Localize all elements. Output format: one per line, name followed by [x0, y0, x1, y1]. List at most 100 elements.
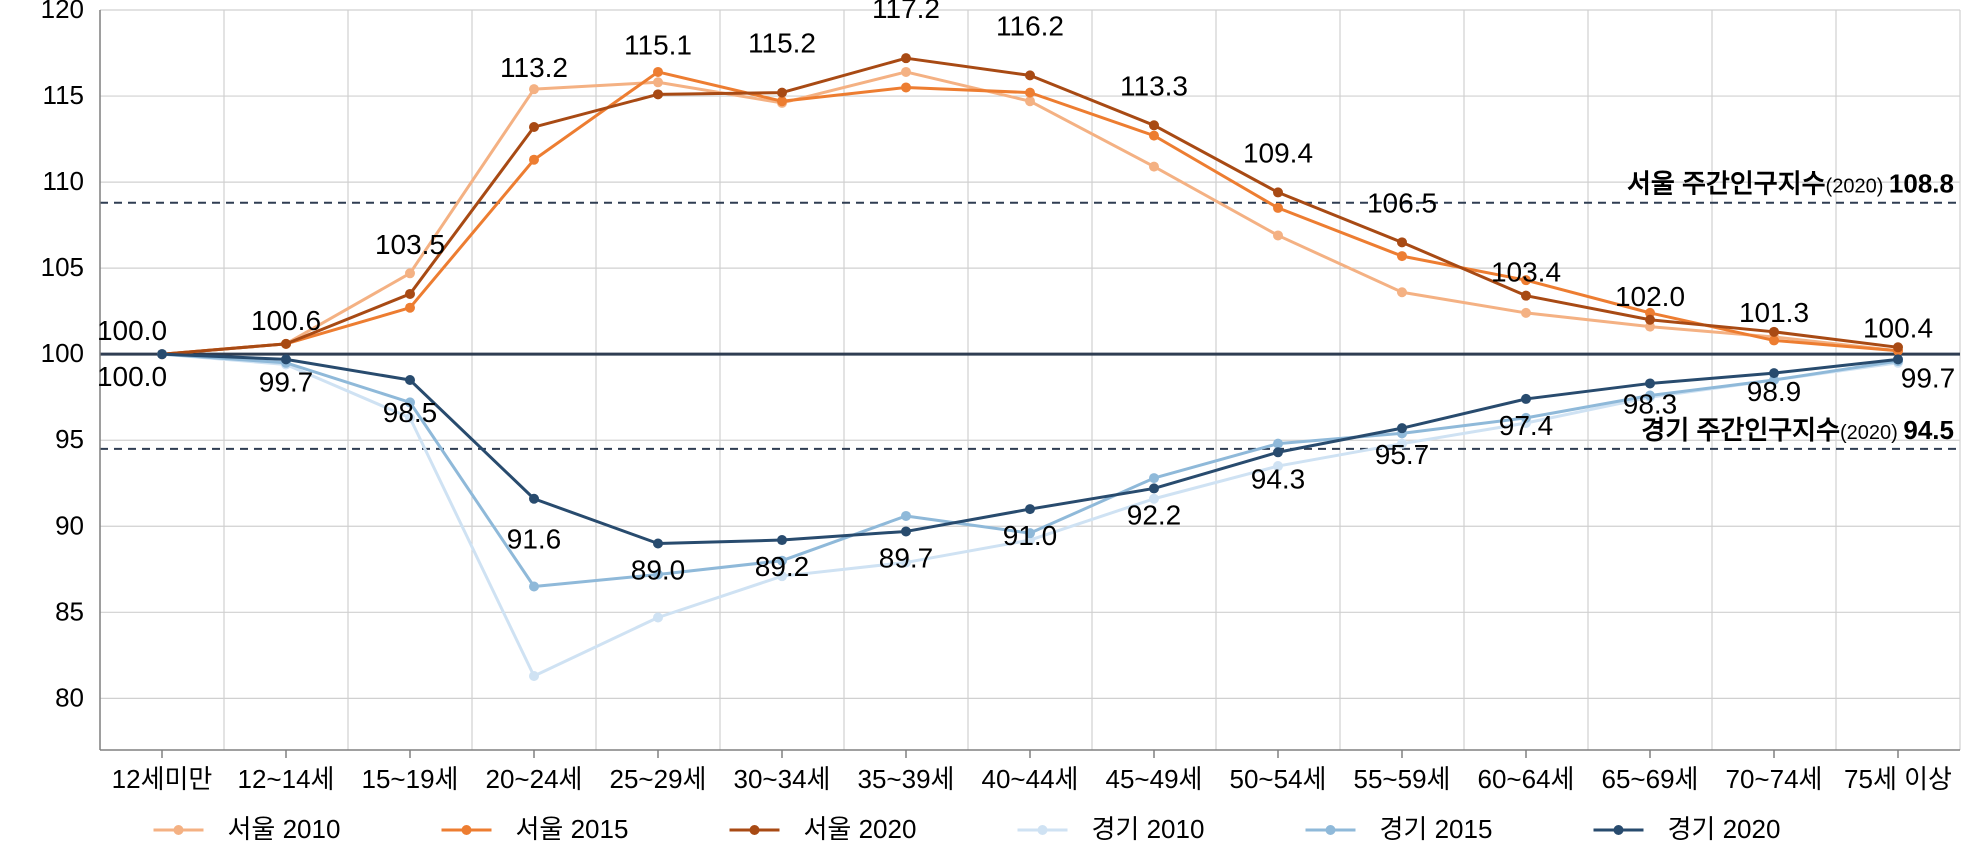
value-label-top: 100.4	[1863, 312, 1933, 343]
x-tick-label: 30~34세	[734, 764, 831, 794]
x-tick-label: 15~19세	[362, 764, 459, 794]
value-label-top: 117.2	[872, 0, 940, 24]
data-point	[901, 526, 911, 536]
legend-label: 서울 2015	[516, 814, 629, 844]
data-point	[1025, 504, 1035, 514]
data-point	[405, 303, 415, 313]
data-point	[1769, 327, 1779, 337]
data-point	[653, 77, 663, 87]
value-label-bottom: 92.2	[1127, 499, 1182, 530]
value-label-bottom: 98.9	[1747, 376, 1802, 407]
data-point	[1149, 473, 1159, 483]
data-point	[1149, 120, 1159, 130]
data-point	[1521, 291, 1531, 301]
value-label-top: 115.2	[748, 28, 816, 59]
legend-label: 서울 2010	[228, 814, 341, 844]
y-tick-label: 90	[55, 510, 84, 540]
value-label-bottom: 91.0	[1003, 520, 1058, 551]
data-point	[901, 53, 911, 63]
value-label-top: 100.6	[251, 305, 321, 336]
data-point	[529, 155, 539, 165]
value-label-bottom: 89.7	[879, 542, 934, 573]
data-point	[529, 582, 539, 592]
value-label-top: 113.3	[1120, 70, 1188, 101]
data-point	[281, 354, 291, 364]
data-point	[1273, 187, 1283, 197]
data-point	[1893, 342, 1903, 352]
value-label-bottom: 91.6	[507, 524, 562, 555]
value-label-top: 109.4	[1243, 137, 1313, 168]
legend-label: 경기 2010	[1092, 814, 1205, 844]
value-label-bottom: 89.2	[755, 551, 810, 582]
data-point	[1149, 483, 1159, 493]
data-point	[1273, 230, 1283, 240]
y-tick-label: 110	[43, 166, 84, 196]
value-label-top: 113.2	[500, 52, 568, 83]
data-point	[1273, 447, 1283, 457]
data-point	[777, 535, 787, 545]
data-point	[529, 122, 539, 132]
data-point	[405, 375, 415, 385]
data-point	[1397, 237, 1407, 247]
data-point	[1025, 88, 1035, 98]
data-point	[777, 88, 787, 98]
data-point	[1273, 203, 1283, 213]
legend-label: 경기 2020	[1668, 814, 1781, 844]
data-point	[653, 67, 663, 77]
y-tick-label: 120	[41, 0, 84, 24]
value-label-bottom: 99.7	[1901, 362, 1956, 393]
data-point	[1149, 131, 1159, 141]
x-tick-label: 75세 이상	[1844, 764, 1952, 794]
data-point	[1149, 162, 1159, 172]
data-point	[529, 494, 539, 504]
x-tick-label: 70~74세	[1726, 764, 1823, 794]
x-tick-label: 60~64세	[1478, 764, 1575, 794]
legend-label: 경기 2015	[1380, 814, 1493, 844]
y-tick-label: 100	[41, 338, 84, 368]
data-point	[1273, 439, 1283, 449]
legend-label: 서울 2020	[804, 814, 917, 844]
data-point	[529, 671, 539, 681]
x-tick-label: 20~24세	[486, 764, 583, 794]
data-point	[157, 349, 167, 359]
data-point	[901, 511, 911, 521]
value-label-bottom: 89.0	[631, 554, 686, 585]
value-label-top: 115.1	[624, 29, 692, 60]
line-chart: 80859095100105110115120서울 주간인구지수(2020) 1…	[0, 0, 1975, 866]
data-point	[1397, 287, 1407, 297]
value-label-top: 103.4	[1491, 257, 1561, 288]
reference-label: 서울 주간인구지수(2020) 108.8	[1627, 169, 1954, 199]
data-point	[1397, 423, 1407, 433]
y-tick-label: 105	[41, 252, 84, 282]
value-label-bottom: 98.3	[1623, 388, 1678, 419]
data-point	[1025, 70, 1035, 80]
data-point	[1645, 315, 1655, 325]
x-tick-label: 40~44세	[982, 764, 1079, 794]
data-point	[901, 67, 911, 77]
x-tick-label: 55~59세	[1354, 764, 1451, 794]
data-point	[281, 339, 291, 349]
value-label-bottom: 100.0	[97, 361, 167, 392]
data-point	[901, 82, 911, 92]
data-point	[777, 96, 787, 106]
value-label-top: 116.2	[996, 10, 1064, 41]
data-point	[1521, 308, 1531, 318]
data-point	[1397, 251, 1407, 261]
value-label-top: 101.3	[1739, 297, 1809, 328]
data-point	[653, 538, 663, 548]
value-label-bottom: 99.7	[259, 366, 314, 397]
value-label-top: 100.0	[97, 315, 167, 346]
data-point	[1645, 378, 1655, 388]
value-label-bottom: 95.7	[1375, 439, 1430, 470]
y-tick-label: 85	[55, 596, 84, 626]
x-tick-label: 35~39세	[858, 764, 955, 794]
data-point	[529, 84, 539, 94]
data-point	[1521, 394, 1531, 404]
reference-label: 경기 주간인구지수(2020) 94.5	[1641, 415, 1954, 445]
value-label-bottom: 98.5	[383, 397, 438, 428]
y-tick-label: 80	[55, 682, 84, 712]
x-tick-label: 25~29세	[610, 764, 707, 794]
value-label-bottom: 97.4	[1499, 410, 1554, 441]
value-label-bottom: 94.3	[1251, 463, 1306, 494]
x-tick-label: 12세미만	[112, 764, 213, 794]
